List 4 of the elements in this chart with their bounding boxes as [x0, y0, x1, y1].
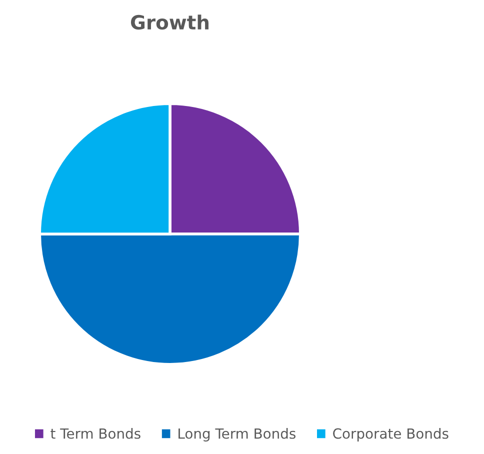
legend-label: Long Term Bonds: [178, 428, 296, 442]
legend-label: Corporate Bonds: [333, 428, 448, 442]
legend-label: t Term Bonds: [50, 428, 140, 439]
chart-title: Growth: [130, 14, 208, 30]
